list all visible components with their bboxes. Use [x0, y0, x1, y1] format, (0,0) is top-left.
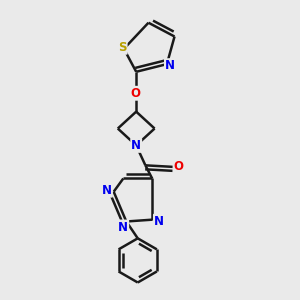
- Text: N: N: [102, 184, 112, 197]
- Text: N: N: [131, 139, 141, 152]
- Text: S: S: [118, 41, 127, 54]
- Text: O: O: [130, 87, 141, 100]
- Text: N: N: [165, 59, 175, 72]
- Text: N: N: [118, 220, 128, 233]
- Text: O: O: [173, 160, 184, 173]
- Text: N: N: [154, 215, 164, 228]
